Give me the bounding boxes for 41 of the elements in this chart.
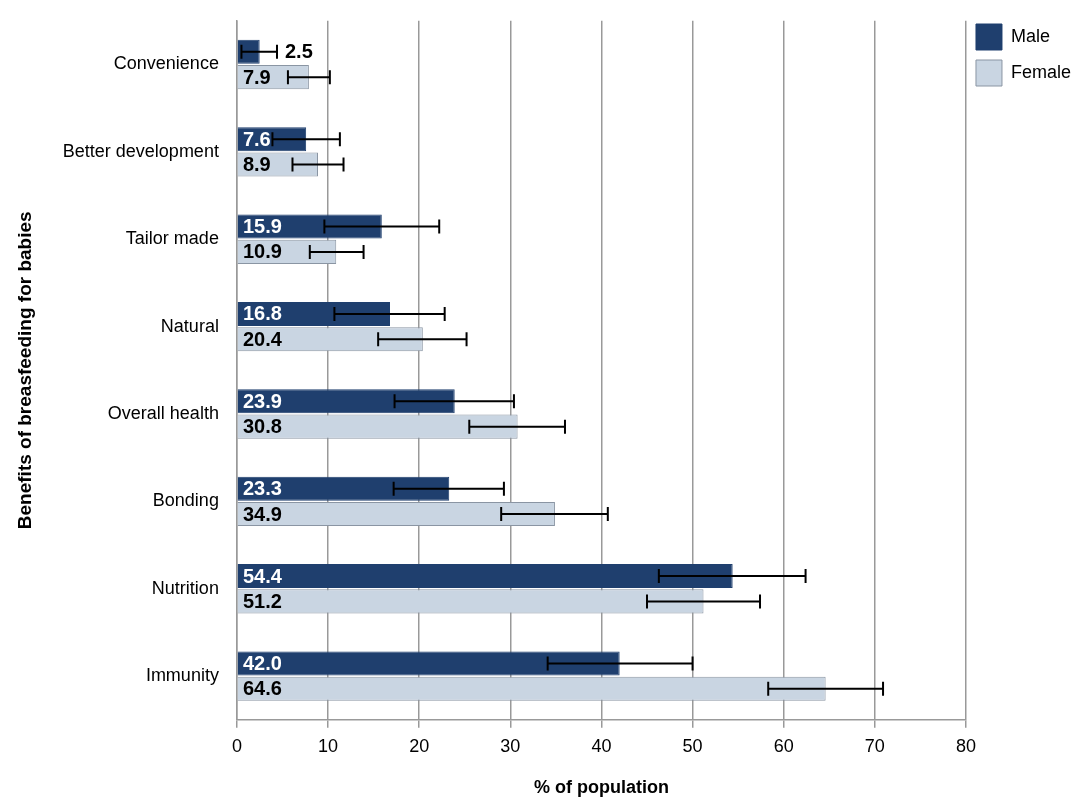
- data-label: 23.3: [242, 477, 282, 500]
- y-axis-title: Benefits of breasfeeding for babies: [13, 211, 35, 530]
- y-tick-label: Natural: [160, 315, 219, 336]
- x-tick-label: 10: [318, 735, 339, 756]
- data-label: 34.9: [242, 502, 282, 525]
- legend-label: Male: [1010, 25, 1050, 46]
- data-label: 15.9: [242, 215, 282, 238]
- bar: [237, 564, 733, 589]
- y-tick-label: Convenience: [113, 53, 219, 74]
- data-label: 2.5: [284, 40, 313, 63]
- x-axis-title: % of population: [533, 777, 669, 798]
- legend-label: Female: [1010, 61, 1072, 82]
- data-label: 7.9: [242, 65, 271, 88]
- data-label: 10.9: [242, 240, 282, 263]
- data-label: 64.6: [242, 677, 282, 700]
- y-tick-label: Better development: [62, 140, 219, 161]
- data-label: 8.9: [242, 153, 271, 176]
- x-tick-label: 60: [773, 735, 794, 756]
- x-tick-label: 30: [500, 735, 521, 756]
- y-tick-label: Tailor made: [125, 228, 219, 249]
- data-label: 7.6: [242, 127, 271, 150]
- x-tick-label: 40: [591, 735, 612, 756]
- data-label: 42.0: [242, 651, 282, 674]
- x-tick-label: 70: [864, 735, 885, 756]
- y-tick-label: Bonding: [152, 490, 219, 511]
- y-tick-label: Immunity: [145, 665, 219, 686]
- x-tick-label: 0: [231, 735, 242, 756]
- x-tick-label: 20: [409, 735, 430, 756]
- y-tick-label: Overall health: [107, 402, 219, 423]
- bar: [237, 651, 620, 676]
- bar: [237, 476, 450, 501]
- bar: [237, 389, 455, 414]
- data-label: 30.8: [242, 415, 282, 438]
- y-tick-label: Nutrition: [151, 577, 219, 598]
- data-label: 54.4: [242, 564, 283, 587]
- data-label: 23.9: [242, 389, 282, 412]
- data-label: 20.4: [242, 327, 283, 350]
- x-tick-label: 80: [955, 735, 976, 756]
- x-tick-label: 50: [682, 735, 703, 756]
- data-label: 51.2: [242, 589, 282, 612]
- data-label: 16.8: [242, 302, 282, 325]
